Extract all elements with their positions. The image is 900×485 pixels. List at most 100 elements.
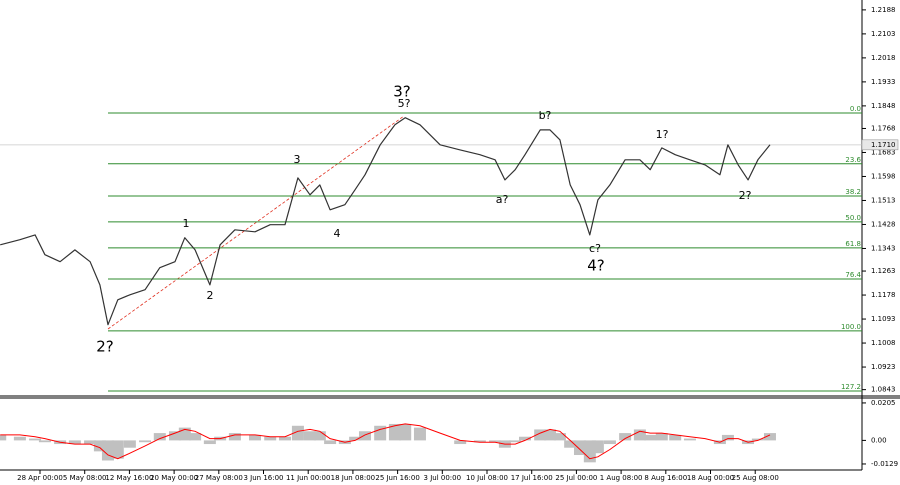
y-tick-label: 1.1428 [871,220,896,228]
y-tick-label: 1.2018 [871,54,896,62]
osc-bar [721,434,734,441]
x-tick-label: 10 Jul 08:00 [466,474,508,482]
osc-bar [203,440,216,445]
osc-bar [763,433,776,441]
y-tick-label: 1.1263 [871,267,896,275]
fib-label: 23.6 [845,156,861,164]
wave-label: a? [496,193,509,206]
osc-bar [413,427,426,441]
osc-bar [139,440,152,443]
osc-bar [303,431,316,441]
x-tick-label: 3 Jun 16:00 [244,474,284,482]
osc-bar [358,431,371,441]
osc-bar [669,434,682,441]
wave-label: 2 [207,289,214,302]
y-tick-label: 1.1343 [871,244,896,252]
osc-bar [111,440,124,459]
wave-label: 1? [656,128,669,141]
x-tick-label: 25 Aug 08:00 [732,474,779,482]
osc-bar [101,440,114,461]
osc-bar [38,440,51,443]
y-tick-label: 1.2188 [871,6,896,14]
osc-bar [655,433,668,441]
wave-label: 2? [96,338,114,356]
osc-bar [454,440,467,445]
osc-bar [169,431,182,441]
y-tick-label: 1.1933 [871,78,896,86]
osc-bar [278,436,291,441]
fib-label: 0.0 [850,105,861,113]
osc-bar [619,433,632,441]
y-tick-label: 1.1093 [871,315,896,323]
osc-y-tick-label: 0.00 [871,436,887,444]
x-tick-label: 18 Aug 00:00 [687,474,734,482]
osc-bar [473,440,486,443]
y-tick-label: 1.1683 [871,148,896,156]
osc-bar [544,429,557,441]
wave-label: 2? [739,189,752,202]
osc-bar [388,423,401,441]
osc-bar [291,425,304,441]
wave-label: 3 [294,153,301,166]
osc-bar [13,436,26,441]
osc-bar [68,440,81,445]
x-tick-label: 1 Aug 08:00 [600,474,643,482]
osc-bar [591,440,604,454]
fib-label: 76.4 [845,271,861,279]
wave-label: 3? [393,83,411,101]
osc-bar [553,433,566,441]
osc-y-tick-label: 0.0205 [871,399,896,407]
x-tick-label: 25 Jun 16:00 [375,474,419,482]
y-tick-label: 1.1768 [871,124,896,132]
fib-label: 50.0 [845,214,861,222]
osc-bar [489,440,502,443]
price-line [0,117,771,326]
x-tick-label: 20 May 00:00 [150,474,198,482]
osc-bar [603,440,616,445]
osc-bar [93,440,106,452]
osc-bar [509,440,522,443]
y-tick-label: 1.0843 [871,386,896,394]
osc-bar [189,433,202,441]
osc-bar [633,429,646,441]
y-tick-label: 1.1178 [871,291,896,299]
wave-label: 4 [334,227,341,240]
osc-bar [123,440,136,448]
osc-signal [0,423,771,460]
x-tick-label: 11 Jun 00:00 [286,474,330,482]
fib-label: 38.2 [845,188,861,196]
current-price-label: 1.1710 [871,141,896,149]
x-tick-label: 5 May 08:00 [63,474,107,482]
x-tick-label: 18 Jun 08:00 [331,474,375,482]
osc-bar [349,436,362,441]
y-tick-label: 1.2103 [871,30,896,38]
y-tick-label: 1.1598 [871,172,896,180]
y-tick-label: 1.0923 [871,363,896,371]
current-price-box [861,139,899,151]
osc-bar [313,431,326,441]
x-tick-label: 3 Jul 00:00 [424,474,462,482]
osc-bar [84,440,97,445]
x-tick-label: 28 Apr 00:00 [17,474,63,482]
osc-y-tick-label: -0.0129 [871,460,898,468]
x-tick-label: 12 May 16:00 [105,474,153,482]
osc-bar [0,434,7,441]
x-tick-label: 25 Jul 00:00 [555,474,597,482]
x-tick-label: 27 May 08:00 [195,474,243,482]
osc-bar [324,440,337,445]
osc-bar [751,438,764,441]
osc-bar [374,425,387,441]
trend-line [107,115,405,330]
y-tick-label: 1.1848 [871,102,896,110]
wave-label: b? [539,109,552,122]
osc-bar [29,438,42,441]
x-tick-label: 17 Jul 16:00 [511,474,553,482]
osc-bar [249,434,262,441]
y-tick-label: 1.1513 [871,196,896,204]
osc-bar [519,436,532,441]
y-tick-label: 1.1008 [871,339,896,347]
wave-label: 5? [398,97,411,110]
osc-bar [264,436,277,441]
